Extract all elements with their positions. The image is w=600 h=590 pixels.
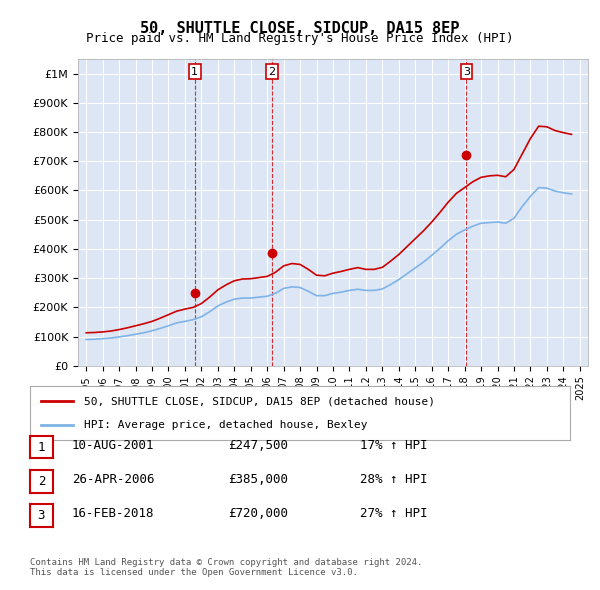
Text: 50, SHUTTLE CLOSE, SIDCUP, DA15 8EP: 50, SHUTTLE CLOSE, SIDCUP, DA15 8EP	[140, 21, 460, 35]
Text: 10-AUG-2001: 10-AUG-2001	[72, 439, 155, 452]
Text: 2: 2	[269, 67, 275, 77]
Text: 27% ↑ HPI: 27% ↑ HPI	[360, 507, 427, 520]
Text: 2: 2	[38, 475, 45, 488]
Text: Price paid vs. HM Land Registry's House Price Index (HPI): Price paid vs. HM Land Registry's House …	[86, 32, 514, 45]
Text: Contains HM Land Registry data © Crown copyright and database right 2024.
This d: Contains HM Land Registry data © Crown c…	[30, 558, 422, 577]
Text: 50, SHUTTLE CLOSE, SIDCUP, DA15 8EP (detached house): 50, SHUTTLE CLOSE, SIDCUP, DA15 8EP (det…	[84, 396, 435, 407]
Text: 16-FEB-2018: 16-FEB-2018	[72, 507, 155, 520]
Text: £385,000: £385,000	[228, 473, 288, 486]
Text: HPI: Average price, detached house, Bexley: HPI: Average price, detached house, Bexl…	[84, 419, 367, 430]
Text: £247,500: £247,500	[228, 439, 288, 452]
Text: 3: 3	[38, 509, 45, 522]
Text: 1: 1	[38, 441, 45, 454]
Text: 1: 1	[191, 67, 199, 77]
Text: 28% ↑ HPI: 28% ↑ HPI	[360, 473, 427, 486]
Text: £720,000: £720,000	[228, 507, 288, 520]
Text: 26-APR-2006: 26-APR-2006	[72, 473, 155, 486]
Text: 3: 3	[463, 67, 470, 77]
Text: 17% ↑ HPI: 17% ↑ HPI	[360, 439, 427, 452]
